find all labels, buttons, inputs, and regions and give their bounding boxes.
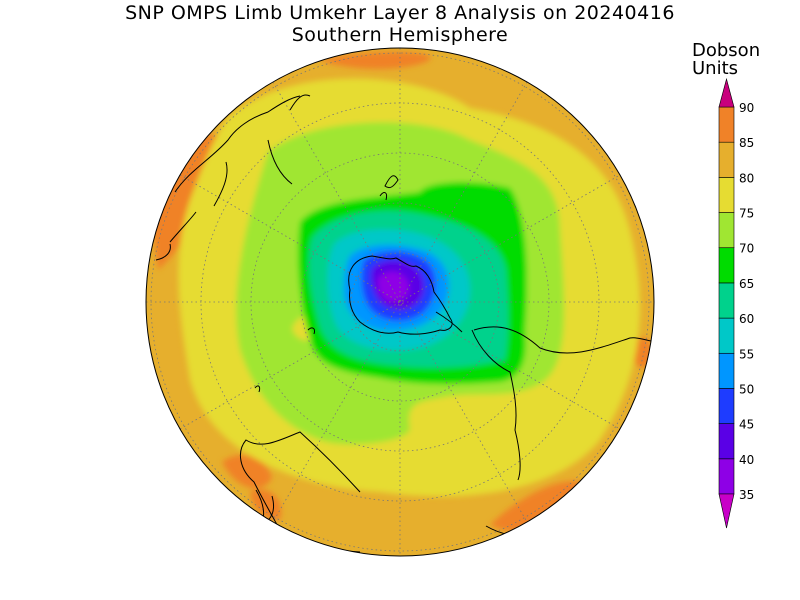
graticule bbox=[146, 48, 654, 556]
colorbar-tick-label: 80 bbox=[739, 171, 754, 185]
colorbar-unit-line1: Dobson bbox=[692, 40, 761, 61]
colorbar-segment bbox=[718, 458, 735, 495]
map-title: SNP OMPS Limb Umkehr Layer 8 Analysis on… bbox=[125, 2, 675, 24]
colorbar-low-arrow bbox=[718, 493, 735, 529]
colorbar-tick-label: 35 bbox=[739, 488, 754, 502]
colorbar-unit-line2: Units bbox=[692, 58, 739, 79]
colorbar-segment bbox=[718, 177, 735, 213]
colorbar-segment bbox=[718, 212, 735, 249]
colorbar-tick-label: 65 bbox=[739, 277, 754, 291]
colorbar-segment bbox=[718, 352, 735, 389]
colorbar-tick-label: 55 bbox=[739, 347, 754, 361]
map-subtitle: Southern Hemisphere bbox=[291, 24, 509, 46]
colorbar-tick-label: 50 bbox=[739, 382, 754, 396]
colorbar-segment bbox=[718, 317, 735, 354]
colorbar-tick-label: 90 bbox=[739, 101, 754, 115]
colorbar-segment bbox=[718, 388, 735, 424]
colorbar-tick-label: 45 bbox=[739, 418, 754, 432]
map-boundary bbox=[145, 47, 655, 557]
colorbar-tick-label: 75 bbox=[739, 207, 754, 221]
colorbar-segment bbox=[718, 282, 735, 319]
colorbar-tick-label: 60 bbox=[739, 312, 754, 326]
colorbar-high-arrow bbox=[718, 77, 735, 108]
coastlines bbox=[155, 94, 654, 553]
colorbar-tick-label: 85 bbox=[739, 136, 754, 150]
colorbar-tick-label: 70 bbox=[739, 242, 754, 256]
colorbar-segment bbox=[718, 423, 735, 460]
colorbar-segment bbox=[718, 106, 735, 143]
colorbar-segment bbox=[718, 247, 735, 284]
colorbar-segment bbox=[718, 141, 735, 178]
colorbar-tick-label: 40 bbox=[739, 453, 754, 467]
